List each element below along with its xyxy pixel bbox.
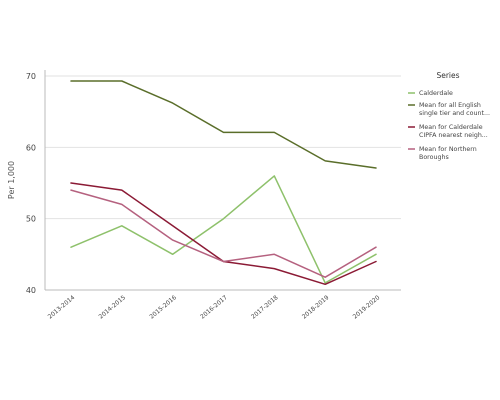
series-lines <box>70 80 377 286</box>
legend-label: CIPFA nearest neigh... <box>419 132 488 139</box>
legend-label: Mean for Calderdale <box>419 124 483 131</box>
legend-label: Boroughs <box>419 154 449 161</box>
x-tick-label: 2016-2017 <box>199 294 229 321</box>
series-line-4 <box>70 189 377 278</box>
y-tick-label: 70 <box>26 72 36 81</box>
x-tick-label: 2017-2018 <box>250 294 280 321</box>
series-line-3 <box>70 182 377 286</box>
x-tick-label: 2019-2020 <box>352 294 382 321</box>
y-axis-label: Per 1,000 <box>7 161 16 199</box>
x-tick-label: 2013-2014 <box>47 294 77 321</box>
series-line-1 <box>70 175 377 284</box>
legend: Series Calderdale Mean for all Englishsin… <box>408 71 490 161</box>
x-tick-label: 2015-2016 <box>148 294 178 321</box>
y-tick-label: 50 <box>26 215 36 224</box>
legend-label: single tier and count... <box>419 110 490 117</box>
axes: 40 50 60 70 2013-2014 2014-2015 2015-2016 2016-… <box>26 70 401 321</box>
legend-label: Mean for all English <box>419 102 481 109</box>
series-line-2 <box>70 80 377 169</box>
x-tick-label: 2014-2015 <box>98 294 128 321</box>
y-tick-label: 60 <box>26 143 36 152</box>
legend-label: Mean for Northern <box>419 146 477 153</box>
legend-label: Calderdale <box>419 90 453 97</box>
gridlines <box>45 75 401 291</box>
legend-title: Series <box>436 71 459 80</box>
x-tick-label: 2018-2019 <box>301 294 331 321</box>
y-tick-label: 40 <box>26 286 36 295</box>
